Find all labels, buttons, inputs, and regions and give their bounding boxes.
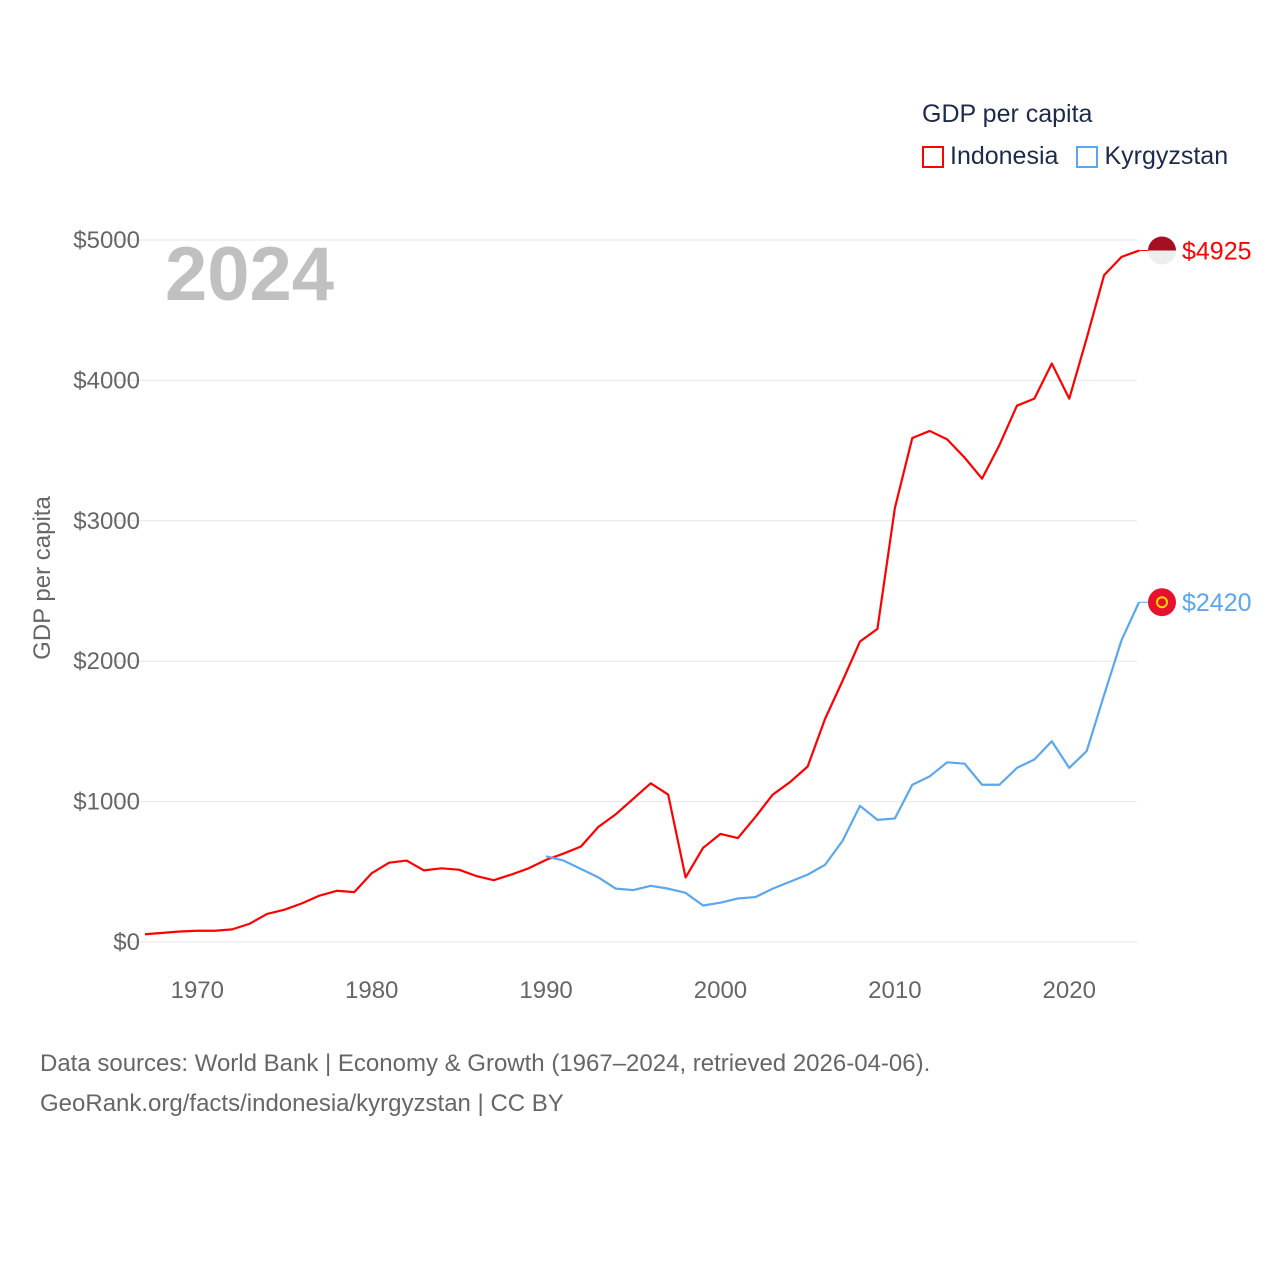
source-note: Data sources: World Bank | Economy & Gro…: [40, 1044, 930, 1124]
year-label: 2024: [165, 232, 334, 317]
x-tick-label: 1980: [345, 977, 398, 1004]
end-value-label: $4925: [1182, 238, 1252, 266]
legend-item-kyrgyzstan[interactable]: Kyrgyzstan: [1076, 142, 1228, 171]
legend: Indonesia Kyrgyzstan: [922, 142, 1228, 171]
series-line-indonesia: [144, 249, 1140, 936]
y-tick-label: $4000: [73, 367, 140, 394]
source-line-1: Data sources: World Bank | Economy & Gro…: [40, 1050, 931, 1077]
flag-indonesia-icon: [1148, 236, 1176, 265]
x-tick-label: 1990: [519, 977, 572, 1004]
legend-title: GDP per capita: [922, 100, 1093, 128]
series-line-kyrgyzstan: [545, 601, 1140, 907]
legend-item-indonesia[interactable]: Indonesia: [922, 142, 1058, 171]
end-value-label: $2420: [1182, 589, 1252, 617]
legend-swatch-indonesia: [922, 145, 944, 168]
x-tick-label: 2020: [1043, 977, 1096, 1004]
y-tick-label: $2000: [73, 648, 140, 675]
source-line-2[interactable]: GeoRank.org/facts/indonesia/kyrgyzstan |…: [40, 1090, 564, 1117]
legend-label-indonesia: Indonesia: [950, 142, 1059, 170]
legend-swatch-kyrgyzstan: [1076, 145, 1099, 168]
flag-kyrgyzstan-icon: [1148, 588, 1176, 617]
x-tick-label: 1970: [171, 977, 224, 1004]
y-tick-label: $0: [113, 929, 140, 956]
legend-label-kyrgyzstan: Kyrgyzstan: [1104, 142, 1229, 170]
x-tick-label: 2000: [694, 977, 747, 1004]
x-tick-label: 2010: [868, 977, 921, 1004]
y-axis-label: GDP per capita: [29, 496, 56, 660]
y-tick-label: $3000: [73, 508, 140, 535]
y-tick-label: $5000: [73, 227, 140, 254]
y-tick-label: $1000: [73, 789, 140, 816]
